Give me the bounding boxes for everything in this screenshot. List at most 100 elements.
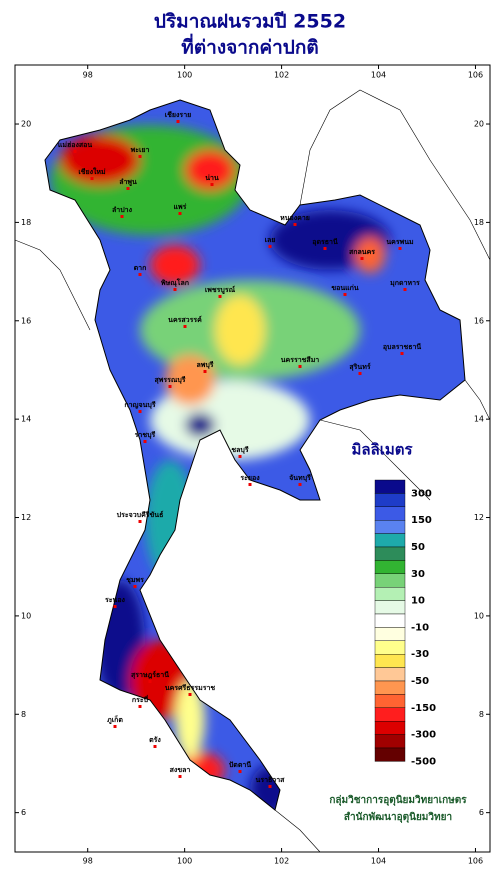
place-label: ภูเก็ต [107, 715, 123, 725]
legend-label: 150 [411, 515, 432, 526]
border [319, 419, 431, 501]
y-tick-label: 12 [21, 513, 31, 522]
place-label: นครสวรรค์ [168, 315, 202, 324]
place-dot [138, 155, 142, 158]
place-label: ราชบุรี [135, 431, 156, 439]
place-label: กระบี่ [132, 694, 149, 704]
legend-swatch [374, 560, 406, 575]
place-label: ชุมพร [126, 576, 144, 584]
place-label: ประจวบคีรีขันธ์ [117, 510, 164, 519]
place-dot [403, 288, 407, 291]
place-label: ลำพูน [119, 178, 137, 187]
place-label: มุกดาหาร [390, 279, 420, 287]
place-label: สุราษฎร์ธานี [131, 670, 169, 679]
legend-label: -30 [411, 649, 429, 660]
place-dot [398, 247, 402, 250]
legend-label: -50 [411, 676, 429, 687]
legend-label: 50 [411, 542, 425, 553]
legend-swatch [374, 747, 406, 762]
place-dot [358, 372, 362, 375]
y-tick-label: 14 [474, 415, 484, 424]
legend-swatch [374, 506, 406, 521]
field [185, 150, 235, 190]
legend-swatch [374, 546, 406, 561]
x-tick-label: 102 [274, 857, 289, 866]
legend-label: -300 [411, 730, 436, 741]
place-dot [293, 223, 297, 226]
place-dot [178, 775, 182, 778]
place-label: ตรัง [149, 736, 161, 744]
field [355, 237, 385, 273]
legend-swatch [374, 694, 406, 709]
place-label: เพชรบูรณ์ [205, 285, 236, 295]
place-dot [133, 585, 137, 588]
legend-label: -150 [411, 703, 436, 714]
y-tick-label: 20 [474, 120, 484, 129]
place-label: ชลบุรี [231, 446, 248, 454]
border [464, 379, 491, 421]
place-dot [238, 455, 242, 458]
place-label: ระนอง [105, 596, 126, 604]
place-dot [268, 785, 272, 788]
place-dot [343, 293, 347, 296]
legend-swatch [374, 573, 406, 588]
x-tick-label: 98 [83, 71, 93, 80]
place-label: เชียงราย [165, 111, 191, 119]
place-dot [178, 212, 182, 215]
border [299, 89, 491, 261]
legend-swatch [374, 600, 406, 615]
title: ที่ต่างจากค่าปกติ [181, 34, 318, 59]
field [215, 295, 265, 365]
legend-label: 30 [411, 569, 425, 580]
legend-swatch [374, 493, 406, 507]
place-dot [173, 288, 177, 291]
legend-label: -500 [411, 756, 436, 767]
place-label: แพร่ [174, 203, 187, 211]
place-label: ระยอง [240, 474, 260, 482]
legend-swatch [374, 707, 406, 722]
place-label: สกลนคร [349, 248, 375, 256]
legend-title: มิลลิเมตร [351, 441, 413, 459]
legend-swatch [374, 533, 406, 548]
place-label: ตาก [134, 264, 147, 272]
credit: กลุ่มวิชาการอุตุนิยมวิทยาเกษตร [329, 794, 467, 806]
place-label: นครศรีธรรมราช [165, 684, 216, 692]
place-label: สุพรรณบุรี [154, 376, 185, 384]
y-tick-label: 6 [479, 808, 484, 817]
place-label: สุรินทร์ [349, 362, 370, 371]
field [165, 355, 215, 405]
y-tick-label: 18 [21, 218, 31, 227]
y-tick-label: 12 [474, 513, 484, 522]
y-tick-label: 14 [21, 415, 31, 424]
place-dot [268, 245, 272, 248]
place-dot [120, 215, 124, 218]
legend-swatch [374, 734, 406, 749]
field [175, 680, 205, 760]
place-dot [126, 187, 130, 190]
place-label: อุบลราชธานี [383, 343, 422, 351]
x-tick-label: 104 [371, 71, 386, 80]
place-dot [238, 770, 242, 773]
place-label: พิษณุโลก [161, 278, 189, 287]
legend-swatch [374, 627, 406, 642]
place-dot [188, 693, 192, 696]
place-dot [210, 183, 214, 186]
credit: สำนักพัฒนาอุตุนิยมวิทยา [344, 811, 452, 823]
place-dot [138, 705, 142, 708]
place-dot [298, 365, 302, 368]
legend-swatch [374, 640, 406, 655]
place-dot [168, 385, 172, 388]
place-dot [298, 483, 302, 486]
place-label: ลพบุรี [196, 361, 213, 369]
field [185, 413, 215, 437]
place-label: แม่ฮ่องสอน [58, 141, 92, 149]
place-dot [360, 257, 364, 260]
place-label: กาญจนบุรี [124, 401, 155, 409]
x-tick-label: 106 [468, 71, 483, 80]
place-dot [73, 150, 77, 153]
place-label: สงขลา [170, 766, 191, 774]
place-dot [203, 370, 207, 373]
place-dot [218, 295, 222, 298]
place-label: ลำปาง [112, 206, 133, 214]
